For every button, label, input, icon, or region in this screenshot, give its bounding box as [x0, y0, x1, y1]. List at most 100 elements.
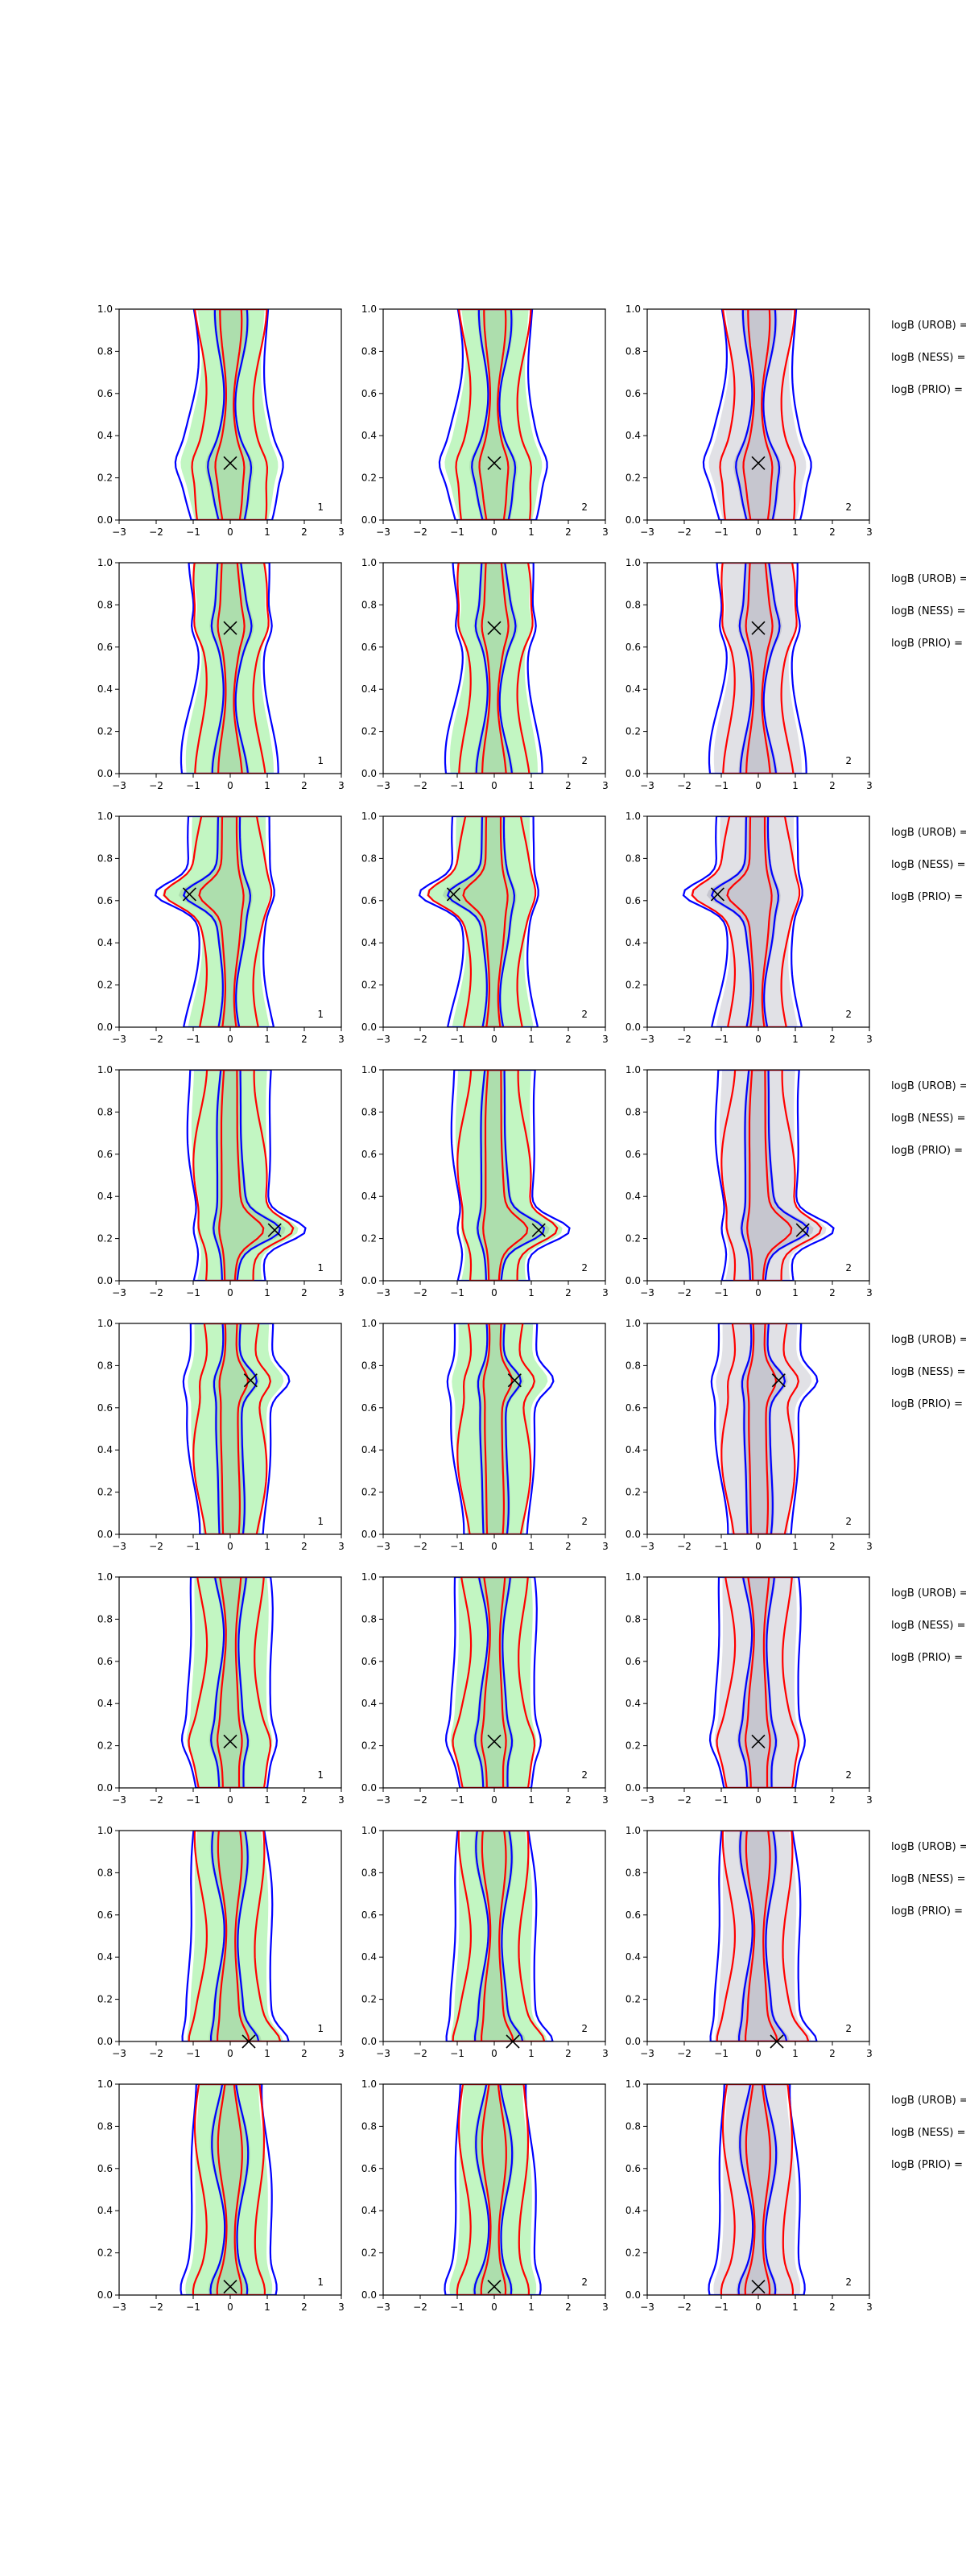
row-annotation: logB (UROB) =: [891, 1334, 966, 1346]
y-tick-label: 1.0: [361, 1825, 377, 1836]
x-tick-label: −1: [450, 1287, 464, 1298]
x-tick-label: −2: [677, 1794, 691, 1806]
contour-blue-inner: [210, 1831, 260, 2041]
marker-x: [771, 1373, 786, 1388]
y-tick-label: 0.8: [361, 1867, 377, 1878]
x-tick-label: 1: [264, 526, 270, 538]
contour-red-outer: [452, 1577, 536, 1788]
x-tick-label: 0: [227, 2301, 233, 2313]
contour-blue-outer: [709, 1831, 818, 2041]
y-tick-label: 0.8: [625, 1360, 641, 1371]
contour-blue-inner: [210, 563, 253, 774]
y-tick-label: 0.4: [97, 1698, 113, 1709]
panel-corner-label: 2: [581, 2277, 588, 2288]
x-tick-label: 0: [755, 2048, 762, 2059]
panel-corner-label: 2: [845, 2023, 852, 2034]
contour-blue-inner: [738, 1577, 778, 1788]
y-tick-label: 0.8: [361, 1360, 377, 1371]
x-tick-label: 1: [264, 1794, 270, 1806]
contour-red-inner: [216, 1577, 243, 1788]
contour-blue-outer: [186, 1070, 307, 1281]
y-tick-label: 0.0: [625, 768, 641, 779]
y-tick-label: 0.0: [625, 514, 641, 526]
x-tick-label: −3: [112, 1287, 126, 1298]
x-tick-label: −3: [376, 1794, 390, 1806]
x-tick-label: −2: [677, 1287, 691, 1298]
marker-x: [243, 1373, 258, 1388]
contour-blue-outer: [444, 2084, 542, 2295]
x-tick-label: 2: [829, 780, 836, 791]
y-tick-label: 1.0: [361, 1318, 377, 1329]
panel-corner-label: 2: [581, 2023, 588, 2034]
x-tick-label: −3: [376, 526, 390, 538]
x-tick-label: 2: [301, 780, 308, 791]
y-tick-label: 0.8: [625, 1106, 641, 1117]
y-tick-label: 0.6: [97, 2163, 113, 2174]
marker-x: [182, 887, 196, 902]
x-tick-label: 2: [829, 2048, 836, 2059]
y-tick-label: 0.4: [97, 1191, 113, 1202]
contour-blue-outer: [154, 816, 275, 1027]
x-tick-label: 3: [602, 2301, 609, 2313]
x-tick-label: 2: [565, 2301, 572, 2313]
contour-red-outer: [720, 1070, 823, 1281]
y-tick-label: 0.2: [361, 1233, 377, 1245]
y-tick-label: 1.0: [97, 1318, 113, 1329]
x-tick-label: −1: [186, 526, 200, 538]
row-annotation: logB (UROB) =: [891, 320, 966, 332]
x-tick-label: −3: [640, 1541, 654, 1552]
x-tick-label: 1: [528, 780, 535, 791]
x-tick-label: 3: [602, 2048, 609, 2059]
x-tick-label: 0: [755, 2301, 762, 2313]
x-tick-label: 0: [755, 1034, 762, 1045]
contour-blue-inner: [474, 1831, 524, 2041]
contour-red-inner: [217, 1831, 250, 2041]
y-tick-label: 0.4: [625, 1951, 641, 1963]
contour-red-inner: [481, 563, 510, 774]
row-annotation: logB (UROB) =: [891, 1587, 966, 1600]
y-tick-label: 1.0: [97, 2079, 113, 2090]
y-tick-label: 0.4: [625, 1698, 641, 1709]
contour-blue-inner: [710, 816, 780, 1027]
contour-red-outer: [716, 1577, 800, 1788]
y-tick-label: 0.8: [97, 1867, 113, 1878]
y-tick-label: 0.0: [97, 768, 113, 779]
y-tick-label: 1.0: [625, 2079, 641, 2090]
y-tick-label: 0.6: [625, 388, 641, 399]
y-tick-label: 0.0: [97, 514, 113, 526]
row-annotation: logB (NESS) =: [891, 1113, 965, 1125]
panel-corner-label: 2: [845, 1262, 852, 1274]
x-tick-label: −1: [450, 526, 464, 538]
y-tick-label: 0.6: [625, 642, 641, 653]
y-tick-label: 0.2: [361, 2248, 377, 2259]
contour-blue-inner: [446, 816, 516, 1027]
x-tick-label: 0: [491, 2301, 497, 2313]
contour-blue-inner: [738, 563, 781, 774]
contour-blue-outer: [710, 1323, 819, 1534]
y-tick-label: 0.4: [97, 1951, 113, 1963]
y-tick-label: 0.0: [97, 2289, 113, 2301]
x-tick-label: 3: [338, 780, 345, 791]
y-tick-label: 0.2: [361, 980, 377, 991]
x-tick-label: −2: [413, 780, 427, 791]
y-tick-label: 0.6: [625, 1909, 641, 1921]
x-tick-label: 0: [491, 1034, 497, 1045]
contour-red-inner: [482, 1323, 514, 1534]
panel-corner-label: 2: [581, 1769, 588, 1781]
y-tick-label: 0.6: [625, 1402, 641, 1414]
y-tick-label: 0.2: [97, 473, 113, 484]
x-tick-label: 0: [227, 1794, 233, 1806]
row-annotation: logB (UROB) =: [891, 827, 966, 839]
x-tick-label: −2: [413, 1287, 427, 1298]
x-tick-label: 3: [338, 1794, 345, 1806]
x-tick-label: 1: [264, 1541, 270, 1552]
contour-red-outer: [192, 563, 270, 774]
row-annotation: logB (PRIO) =: [891, 384, 963, 396]
y-tick-label: 0.0: [361, 1275, 377, 1286]
y-tick-label: 0.4: [625, 430, 641, 441]
y-tick-label: 1.0: [625, 303, 641, 315]
x-tick-label: 1: [528, 1287, 535, 1298]
y-tick-label: 0.4: [625, 683, 641, 695]
contour-red-outer: [192, 1323, 272, 1534]
x-tick-label: −1: [450, 780, 464, 791]
